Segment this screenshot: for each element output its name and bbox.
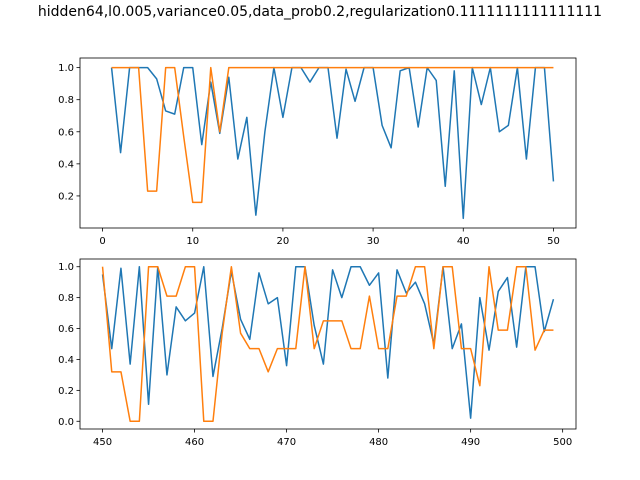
x-tick-label: 30 xyxy=(367,236,380,247)
series-1-line xyxy=(110,66,555,220)
y-tick-label: 0.2 xyxy=(58,191,74,202)
x-tick-label: 500 xyxy=(553,437,572,448)
axes-frame xyxy=(79,57,577,229)
figure-title: hidden64,l0.005,variance0.05,data_prob0.… xyxy=(37,4,603,20)
y-tick-label: 1.0 xyxy=(58,63,74,74)
y-tick-label: 0.4 xyxy=(58,159,74,170)
x-tick-label: 20 xyxy=(277,236,290,247)
x-tick-label: 40 xyxy=(457,236,470,247)
x-tick-label: 470 xyxy=(277,437,296,448)
x-tick-label: 50 xyxy=(547,236,560,247)
y-tick-label: 0.8 xyxy=(58,95,74,106)
series-2-line xyxy=(101,265,554,423)
x-tick-label: 10 xyxy=(186,236,199,247)
x-tick-label: 0 xyxy=(99,236,105,247)
y-tick-label: 0.4 xyxy=(58,355,74,366)
y-tick-label: 0.0 xyxy=(58,417,74,428)
series-1-line xyxy=(101,265,555,419)
x-tick-label: 450 xyxy=(93,437,112,448)
y-tick-label: 1.0 xyxy=(58,262,74,273)
series-2-line xyxy=(111,66,554,204)
axes-frame xyxy=(79,258,577,430)
x-tick-label: 460 xyxy=(185,437,204,448)
y-tick-label: 0.6 xyxy=(58,324,74,335)
bottom-subplot: 450 460 470 480 490 500 0.0 0.2 0.4 0.6 0.8 1.0 xyxy=(58,258,577,448)
y-tick-label: 0.6 xyxy=(58,127,74,138)
x-tick-label: 490 xyxy=(461,437,480,448)
top-subplot: 0 10 20 30 40 50 0.2 0.4 0.6 0.8 1.0 xyxy=(58,57,577,247)
y-tick-label: 0.8 xyxy=(58,293,74,304)
x-tick-label: 480 xyxy=(369,437,388,448)
y-tick-label: 0.2 xyxy=(58,386,74,397)
